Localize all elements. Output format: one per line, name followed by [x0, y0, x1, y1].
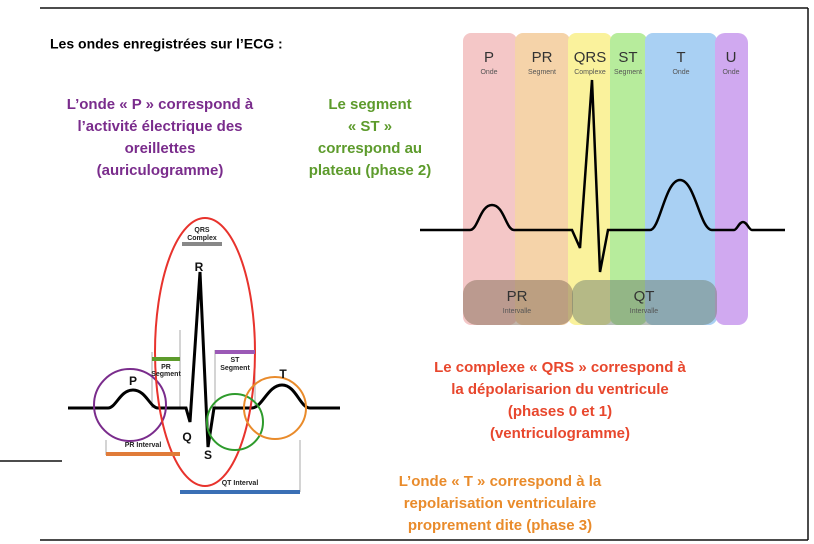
note-st: Le segment « ST » correspond au plateau … — [309, 96, 432, 179]
t-circle — [243, 376, 307, 440]
phase-sub: Onde — [480, 69, 497, 76]
qrs-bar — [182, 242, 222, 246]
phase-band — [515, 33, 570, 325]
phase-label: PR — [532, 49, 553, 66]
interval-sub: Intervalle — [503, 308, 532, 315]
labelled-ecg: QRS Complex R Q S P T PR Segment ST Segm… — [68, 217, 340, 494]
note-line: Le complexe « QRS » correspond à — [434, 359, 686, 376]
trace-letter: R — [195, 260, 204, 274]
phase-label: P — [484, 49, 494, 66]
p-circle — [93, 368, 167, 442]
phase-label: U — [726, 49, 737, 66]
trace-letter: Q — [182, 430, 191, 444]
trace-label: QT Interval — [222, 480, 259, 487]
trace-label: Complex — [187, 235, 217, 242]
note-line: (auriculogramme) — [97, 162, 224, 179]
trace-label: PR Interval — [125, 442, 162, 449]
trace-letter: S — [204, 448, 212, 462]
note-line: correspond au — [318, 140, 422, 157]
note-line: la dépolarisarion du ventricule — [451, 381, 669, 398]
interval-sub: Intervalle — [630, 308, 659, 315]
note-line: (phases 0 et 1) — [508, 403, 612, 420]
note-line: Le segment — [328, 96, 411, 113]
phase-label: ST — [618, 49, 637, 66]
st-segment-bar — [215, 350, 255, 354]
phase-band — [463, 33, 517, 325]
st-circle — [206, 393, 264, 451]
trace-label: ST — [231, 357, 241, 364]
trace-label: Segment — [220, 365, 250, 372]
note-line: (ventriculogramme) — [490, 425, 630, 442]
phase-sub: Onde — [722, 69, 739, 76]
note-line: l’activité électrique des — [77, 118, 242, 135]
trace-label: QRS — [194, 227, 210, 234]
note-line: oreillettes — [125, 140, 196, 157]
phase-sub: Segment — [528, 69, 556, 76]
phase-sub: Complexe — [574, 69, 606, 76]
trace-label: PR — [161, 364, 171, 371]
trace-label: Segment — [151, 371, 181, 378]
phase-band — [715, 33, 748, 325]
note-qrs: Le complexe « QRS » correspond à la dépo… — [434, 359, 686, 442]
note-p: L’onde « P » correspond à l’activité éle… — [67, 96, 254, 179]
note-line: proprement dite (phase 3) — [408, 517, 592, 534]
phase-label: T — [676, 49, 685, 66]
note-line: plateau (phase 2) — [309, 162, 432, 179]
note-line: L’onde « P » correspond à — [67, 96, 254, 113]
ecg-trace — [420, 79, 785, 273]
interval-label: PR — [507, 288, 528, 305]
pr-segment-bar — [152, 357, 180, 361]
phase-sub: Segment — [614, 69, 642, 76]
phase-band — [568, 33, 612, 325]
trace-letter: P — [129, 374, 137, 388]
phase-sub: Onde — [672, 69, 689, 76]
interval-label: QT — [634, 288, 655, 305]
pr-interval-bar — [106, 452, 180, 456]
note-t: L’onde « T » correspond à la repolarisat… — [399, 473, 602, 534]
interval-box — [463, 280, 573, 325]
phase-band — [610, 33, 647, 325]
note-line: L’onde « T » correspond à la — [399, 473, 602, 490]
interval-box — [572, 280, 717, 325]
qt-interval-bar — [180, 490, 300, 494]
note-line: repolarisation ventriculaire — [404, 495, 597, 512]
phase-diagram: P Onde PR Segment QRS Complexe ST Segmen… — [420, 33, 785, 325]
title: Les ondes enregistrées sur l’ECG : — [50, 36, 283, 52]
phase-label: QRS — [574, 49, 607, 66]
note-line: « ST » — [348, 118, 392, 135]
ecg-trace — [68, 271, 340, 448]
trace-letter: T — [279, 367, 287, 381]
